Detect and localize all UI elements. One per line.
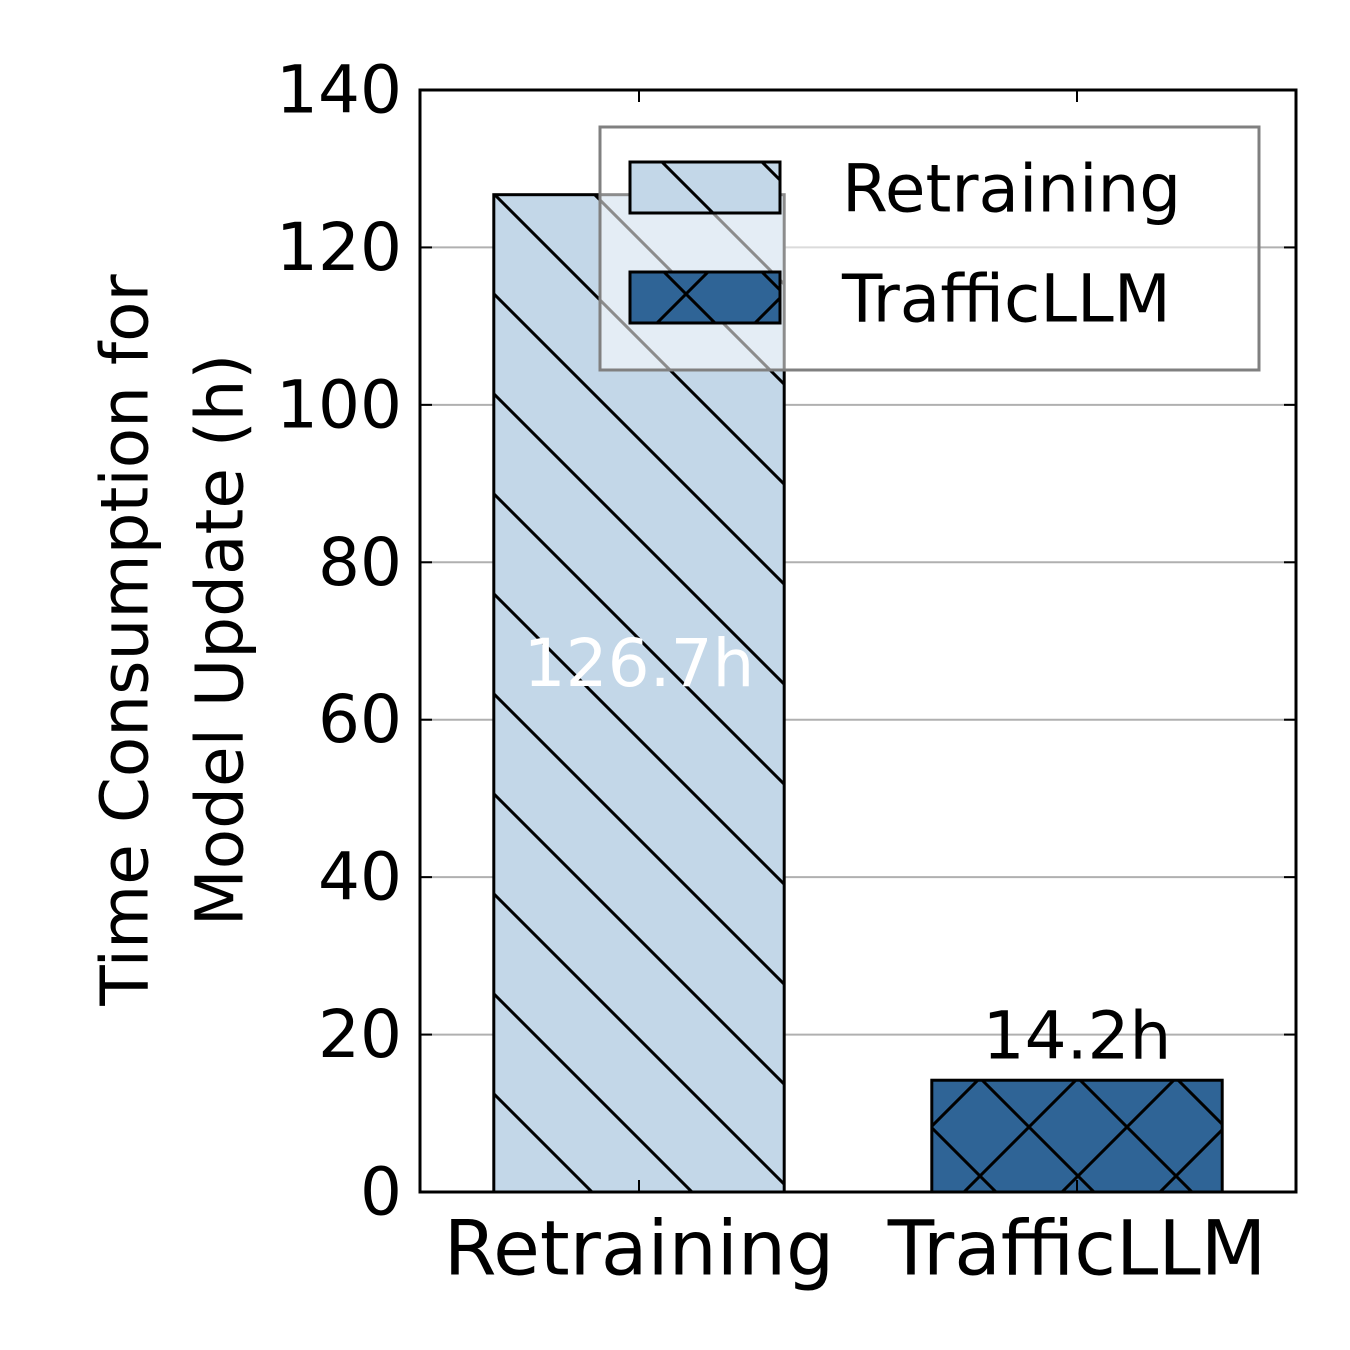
y-tick-label-0: 0 — [360, 1154, 402, 1231]
y-tick-label-100: 100 — [276, 366, 402, 443]
value-label-trafficllm: 14.2h — [983, 998, 1172, 1075]
legend-swatch-trafficllm-hatch — [628, 270, 782, 325]
bar-hatch-trafficllm — [930, 1078, 1224, 1194]
y-ticks: 0 20 40 60 80 100 120 140 — [276, 52, 1296, 1231]
y-axis-label-line-2: Model Update (h) — [182, 354, 259, 926]
y-tick-label-80: 80 — [318, 524, 402, 601]
y-axis-label: Time Consumption for Model Update (h) — [87, 273, 259, 1006]
legend: Retraining TrafficLLM — [598, 125, 1261, 372]
plot-frame — [418, 88, 1298, 1194]
y-tick-label-40: 40 — [318, 839, 402, 916]
y-tick-label-120: 120 — [276, 209, 402, 286]
x-ticks: Retraining TrafficLLM — [444, 90, 1267, 1293]
y-axis-label-line-1: Time Consumption for — [87, 273, 164, 1006]
value-label-retraining: 126.7h — [524, 625, 755, 702]
y-tick-label-140: 140 — [276, 52, 402, 129]
x-tick-label-retraining: Retraining — [444, 1204, 835, 1293]
legend-swatch-retraining-hatch — [628, 160, 782, 215]
legend-label-trafficllm: TrafficLLM — [841, 261, 1171, 338]
y-tick-label-20: 20 — [318, 996, 402, 1073]
legend-label-retraining: Retraining — [842, 151, 1181, 228]
y-tick-label-60: 60 — [318, 681, 402, 758]
x-tick-label-trafficllm: TrafficLLM — [887, 1204, 1267, 1293]
